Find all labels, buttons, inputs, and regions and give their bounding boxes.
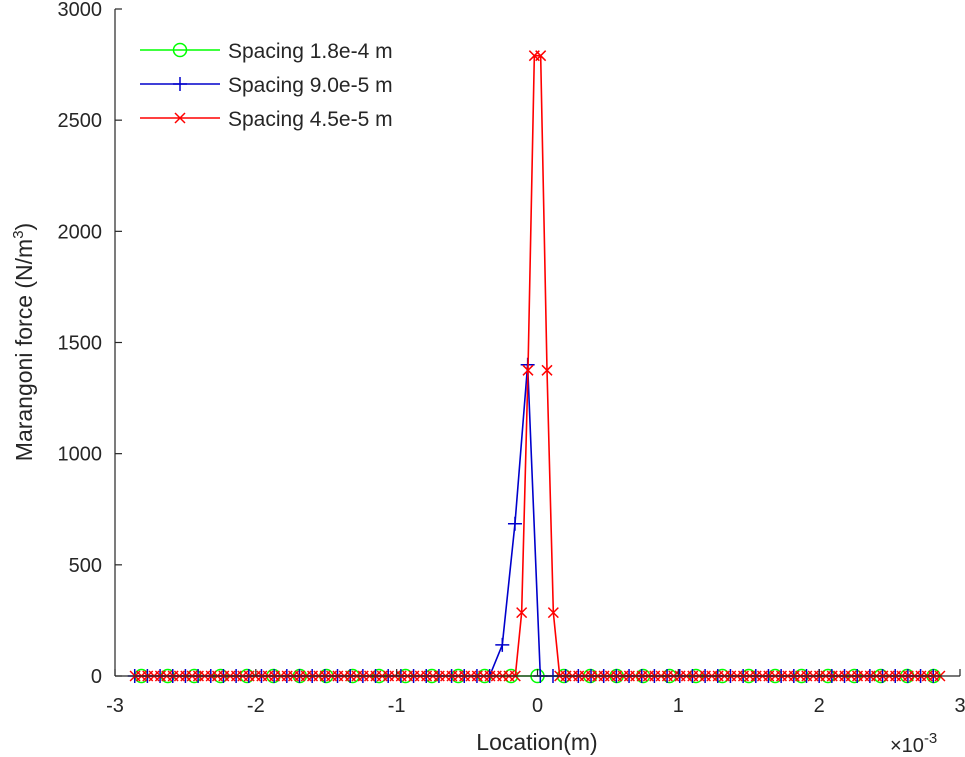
data-point [547,607,559,619]
series-layer [127,50,946,684]
y-tick-label: 0 [91,666,102,688]
x-tick-label: 0 [532,695,543,717]
x-tick-label: -2 [247,695,265,717]
x-tick-label: -1 [388,695,406,717]
legend-entry-1: Spacing 1.8e-4 m [140,40,393,63]
ticks-layer: -3 -2 -1 0 1 2 3 0 500 1000 1500 2000 2500 3000 [58,0,965,717]
data-point [541,364,553,376]
x-tick-label: 2 [814,695,825,717]
data-point [495,637,510,652]
legend-marker-x-icon [174,112,186,124]
y-tick-label: 2500 [58,110,103,132]
y-tick-label: 1000 [58,444,103,466]
data-point [522,364,534,376]
legend-entry-2: Spacing 9.0e-5 m [140,74,393,97]
legend-label-2: Spacing 9.0e-5 m [228,74,393,97]
legend-marker-circle-icon [172,42,188,58]
y-axis-label-close: ) [11,223,37,231]
series-3 [129,50,946,682]
x-exponent-label: ×10-3 [890,730,937,757]
data-point [535,50,547,62]
series-line-3 [135,54,940,677]
legend-label-3: Spacing 4.5e-5 m [228,108,393,131]
x-tick-label: -3 [106,695,124,717]
y-axis-label-sup: 3 [10,230,27,238]
legend: Spacing 1.8e-4 m Spacing 9.0e-5 m Spacin… [140,40,393,131]
y-axis-label-main: Marangoni force (N/m [11,239,37,461]
legend-marker-plus-icon [173,77,187,91]
y-tick-label: 3000 [58,0,103,21]
x-tick-label: 3 [954,695,965,717]
data-point [507,516,522,531]
x-exponent-power: -3 [924,730,937,747]
x-exponent-base: ×10 [890,735,924,757]
x-tick-label: 1 [673,695,684,717]
y-tick-label: 1500 [58,333,103,355]
series-line-2 [134,364,934,677]
series-2 [127,357,941,683]
x-axis-label: Location(m) [476,729,597,755]
y-tick-label: 500 [69,555,102,577]
y-axis-label: Marangoni force (N/m3) [10,223,37,461]
legend-entry-3: Spacing 4.5e-5 m [140,108,393,131]
y-tick-label: 2000 [58,221,103,243]
legend-label-1: Spacing 1.8e-4 m [228,40,393,63]
data-point [516,607,528,619]
